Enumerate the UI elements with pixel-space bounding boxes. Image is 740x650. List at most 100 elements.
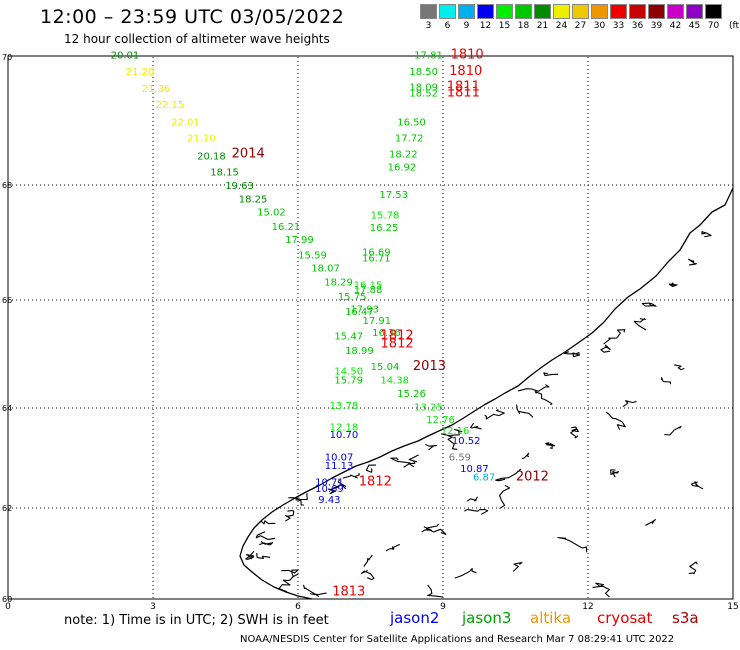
wave-height-label: 16.50: [397, 117, 426, 128]
wave-height-label: 17.93: [350, 304, 379, 315]
coast-fragment: [360, 570, 375, 581]
coast-fragment: [691, 481, 704, 490]
coast-fragment: [660, 377, 672, 385]
coast-fragment: [664, 425, 682, 436]
wave-height-label: 11.13: [325, 461, 354, 472]
wave-height-label: 16.69: [362, 248, 391, 259]
legend-swatch: [420, 4, 437, 19]
wave-height-label: 16.25: [370, 223, 399, 234]
wave-height-label: 18.50: [409, 67, 438, 78]
wave-height-label: 15.02: [257, 207, 286, 218]
legend-swatch: [648, 4, 665, 19]
legend-label: 9: [463, 21, 470, 31]
coast-fragment: [363, 554, 373, 567]
legend-swatch: [667, 4, 684, 19]
coast-fragment: [498, 484, 511, 510]
graticule: [8, 57, 733, 599]
lat-label: 64: [2, 404, 12, 413]
legend-swatch: [477, 4, 494, 19]
coast-fragment: [516, 404, 534, 418]
wave-height-label: 18.07: [311, 263, 340, 274]
wave-height-label: 12.18: [330, 423, 359, 434]
legend-label: 39: [650, 21, 663, 31]
coast-fragment: [295, 499, 304, 506]
mission-label: altika: [530, 609, 572, 627]
wave-height-label: 18.25: [239, 194, 268, 205]
coast-fragment: [260, 520, 276, 525]
coast-fragment: [687, 258, 697, 266]
wave-height-label: 6.59: [449, 453, 471, 464]
map-subtitle: 12 hour collection of altimeter wave hei…: [64, 32, 330, 46]
wave-height-label: 18.52: [409, 89, 438, 100]
legend-swatch: [705, 4, 722, 19]
axis-labels: 70 68 66 64 62 600 3 6 9 12 15: [2, 53, 739, 612]
wave-height-label: 17.91: [362, 316, 391, 327]
coast-fragment: [570, 426, 579, 439]
coast-fragment: [600, 344, 611, 353]
wave-height-label: 14.50: [334, 367, 363, 378]
legend-swatch: [458, 4, 475, 19]
coast-fragment: [610, 469, 619, 478]
coast-fragment: [385, 543, 401, 552]
track-time-label: 2012: [516, 470, 549, 485]
wave-height-label: 10.69: [315, 484, 344, 495]
wave-height-label: 21.36: [142, 84, 171, 95]
lon-label: 15: [727, 602, 738, 612]
map-frame: [7, 55, 734, 600]
observation-labels: 20.01 21.20 21.36 22.15 22.01 21.10 20.18 2014 1…: [111, 47, 549, 599]
coast-fragment: [425, 443, 437, 451]
track-time-label: 1813: [332, 584, 365, 599]
lat-label: 70: [2, 53, 12, 62]
coast-fragment: [545, 442, 556, 449]
legend-swatch: [572, 4, 589, 19]
coast-fragment: [592, 582, 610, 598]
track-time-label: 1812: [381, 337, 414, 352]
lon-label: 9: [440, 602, 446, 612]
coast-fragment: [337, 479, 347, 490]
wave-height-label: 15.47: [334, 331, 363, 342]
coast-fragment: [622, 400, 637, 408]
wave-height-label: 13.25: [414, 403, 443, 414]
legend-swatch: [553, 4, 570, 19]
map-title: 12:00 – 23:59 UTC 03/05/2022: [40, 6, 345, 28]
wave-height-label: 18.22: [389, 149, 418, 160]
wave-height-label: 17.53: [379, 190, 408, 201]
coast-fragment: [563, 351, 580, 358]
coast-main: [239, 187, 734, 600]
credit-line: NOAA/NESDIS Center for Satellite Applica…: [240, 634, 675, 645]
lon-label: 12: [582, 602, 593, 612]
wave-height-label: 22.15: [156, 100, 185, 111]
coast-fragment: [427, 584, 443, 598]
wave-height-label: 12.76: [426, 415, 455, 426]
legend-label: 15: [498, 21, 511, 31]
coast-fragment: [245, 550, 255, 560]
track-time-label: 1811: [447, 79, 480, 94]
coast-fragment: [281, 569, 299, 577]
wave-height-label: 9.43: [318, 495, 340, 506]
coast-fragment: [674, 364, 685, 371]
legend-unit: (ft): [729, 21, 740, 31]
wave-height-label: 6.87: [473, 473, 495, 484]
track-time-label: 1810: [451, 47, 484, 62]
coast-fragment: [454, 567, 477, 579]
wave-height-label: 16.36: [372, 328, 401, 339]
lat-label: 68: [2, 181, 12, 190]
wave-height-label: 17.72: [395, 133, 424, 144]
legend-swatch: [610, 4, 627, 19]
coast-fragment: [464, 508, 489, 515]
coast-fragment: [645, 519, 656, 526]
coast-fragment: [256, 552, 271, 559]
coast-fragment: [605, 411, 626, 430]
wave-height-label: 15.78: [371, 210, 400, 221]
legend-label: 36: [631, 21, 644, 31]
wave-height-label: 21.10: [187, 133, 216, 144]
legend-swatch: [439, 4, 456, 19]
lat-label: 60: [2, 595, 12, 604]
wave-height-label: 16.71: [362, 253, 391, 264]
legend-swatch: [534, 4, 551, 19]
coast-fragment: [495, 468, 522, 482]
coast-fragment: [342, 472, 360, 479]
legend-label: 70: [707, 21, 720, 31]
coast-fragment: [668, 282, 678, 288]
